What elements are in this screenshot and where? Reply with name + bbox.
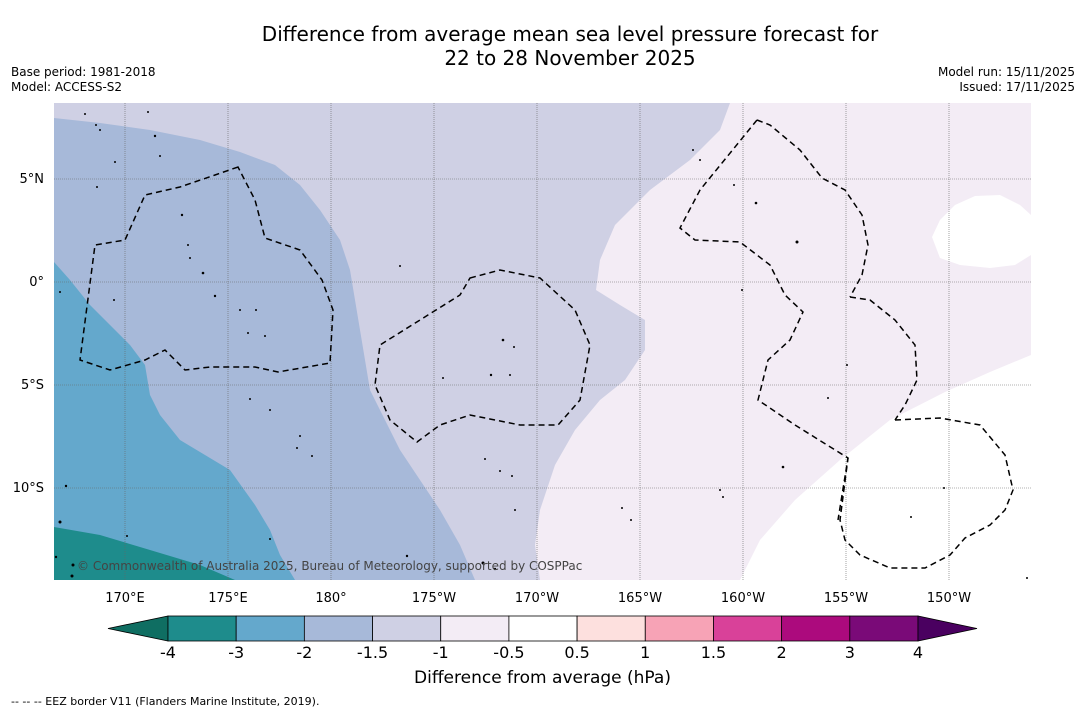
lat-label-10s: 10°S bbox=[13, 481, 44, 496]
meta-left: Base period: 1981-2018 Model: ACCESS-S2 bbox=[11, 65, 156, 95]
meta-right: Model run: 15/11/2025 Issued: 17/11/2025 bbox=[938, 65, 1075, 95]
eez-tokelau-samoa bbox=[374, 269, 591, 443]
colorbar-tick-label: -1.5 bbox=[357, 643, 388, 662]
colorbar: -4 -3 -2 -1.5 -1 -0.5 0.5 1 1.5 2 3 4 bbox=[107, 615, 978, 662]
colorbar-tick-label: 3 bbox=[845, 643, 855, 662]
colorbar-over-arrow bbox=[917, 615, 978, 642]
colorbar-segment bbox=[781, 615, 851, 642]
eez-line-islands-north bbox=[756, 119, 869, 298]
colorbar-title: Difference from average (hPa) bbox=[414, 668, 671, 688]
lat-label-0: 0° bbox=[29, 275, 44, 290]
colorbar-segment bbox=[303, 615, 373, 642]
colorbar-tick-label: 0.5 bbox=[564, 643, 589, 662]
eez-french-polynesia bbox=[839, 417, 1014, 569]
eez-borders bbox=[79, 119, 1014, 569]
copyright-text: © Commonwealth of Australia 2025, Bureau… bbox=[77, 559, 582, 573]
eez-cook-north bbox=[849, 296, 918, 421]
lon-label-175w: 175°W bbox=[412, 591, 456, 606]
eez-line-islands bbox=[679, 119, 849, 521]
lon-label-175e: 175°E bbox=[208, 591, 248, 606]
colorbar-segment bbox=[849, 615, 919, 642]
colorbar-segment bbox=[440, 615, 510, 642]
eez-tuvalu bbox=[79, 166, 334, 373]
colorbar-under-arrow bbox=[107, 615, 169, 642]
colorbar-tick-label: -3 bbox=[228, 643, 244, 662]
colorbar-segment bbox=[644, 615, 714, 642]
colorbar-tick-label: 2 bbox=[777, 643, 787, 662]
map-area: © Commonwealth of Australia 2025, Bureau… bbox=[54, 103, 1031, 580]
title-line-2: 22 to 28 November 2025 bbox=[444, 46, 696, 70]
model-name: Model: ACCESS-S2 bbox=[11, 80, 123, 94]
colorbar-tick-label: 1 bbox=[640, 643, 650, 662]
colorbar-tick-label: -4 bbox=[160, 643, 176, 662]
title-line-1: Difference from average mean sea level p… bbox=[261, 22, 879, 46]
lat-label-5n: 5°N bbox=[20, 172, 45, 187]
lon-label-180: 180° bbox=[315, 591, 346, 606]
colorbar-segment bbox=[713, 615, 783, 642]
lon-label-170w: 170°W bbox=[515, 591, 559, 606]
lat-label-5s: 5°S bbox=[21, 378, 44, 393]
band-white-patch bbox=[932, 195, 1031, 268]
colorbar-tick-label: 4 bbox=[913, 643, 923, 662]
colorbar-tick-label: -0.5 bbox=[493, 643, 524, 662]
band-minus-2 bbox=[54, 262, 295, 580]
lon-label-150w: 150°W bbox=[927, 591, 971, 606]
colorbar-segment bbox=[235, 615, 305, 642]
eez-footnote: -- -- -- EEZ border V11 (Flanders Marine… bbox=[11, 695, 320, 708]
lon-label-165w: 165°W bbox=[618, 591, 662, 606]
colorbar-segment bbox=[508, 615, 578, 642]
colorbar-tick-label: -1 bbox=[433, 643, 449, 662]
islands bbox=[54, 111, 1028, 579]
band-minus-3 bbox=[54, 527, 235, 580]
issued-date: Issued: 17/11/2025 bbox=[959, 80, 1075, 94]
colorbar-tick-label: 1.5 bbox=[701, 643, 726, 662]
graticule bbox=[54, 103, 1031, 580]
model-run: Model run: 15/11/2025 bbox=[937, 65, 1075, 79]
base-period: Base period: 1981-2018 bbox=[11, 65, 156, 79]
lon-label-170e: 170°E bbox=[105, 591, 145, 606]
colorbar-tick-label: -2 bbox=[296, 643, 312, 662]
colorbar-segment bbox=[372, 615, 442, 642]
colorbar-segment bbox=[576, 615, 646, 642]
lon-label-155w: 155°W bbox=[824, 591, 868, 606]
map-title: Difference from average mean sea level p… bbox=[0, 22, 1085, 70]
colorbar-segment bbox=[167, 615, 237, 642]
lon-label-160w: 160°W bbox=[721, 591, 765, 606]
